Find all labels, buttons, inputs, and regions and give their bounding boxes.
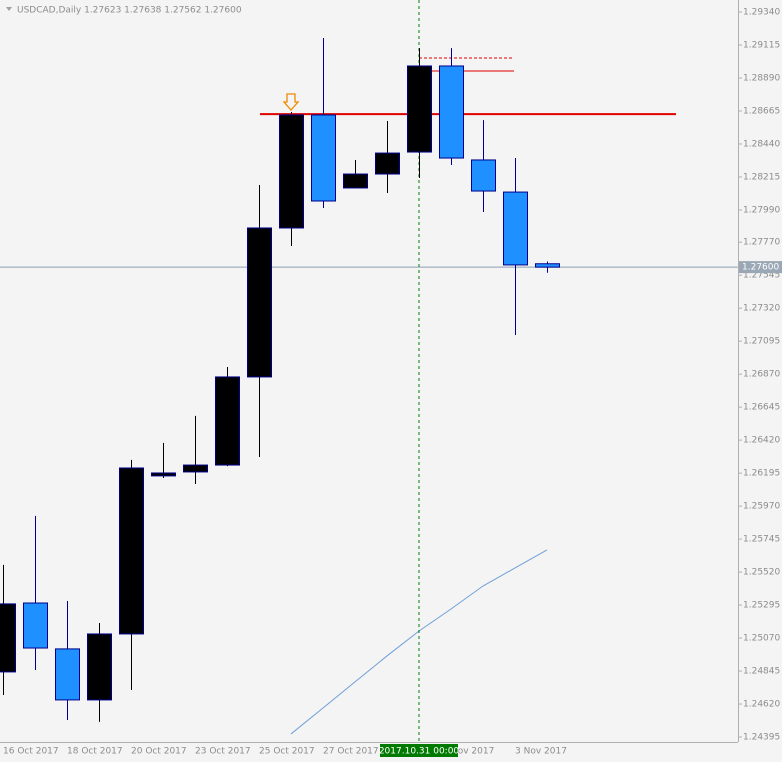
candle-body bbox=[503, 191, 528, 266]
x-tick-label: 27 Oct 2017 bbox=[323, 747, 379, 757]
arrow-marker bbox=[282, 93, 300, 111]
x-tick-label: Nov 2017 bbox=[451, 747, 494, 757]
candle-body bbox=[279, 114, 304, 229]
y-tick-label: 1.28440 bbox=[743, 139, 780, 149]
y-tick-label: 1.26420 bbox=[743, 436, 780, 446]
candle-body bbox=[119, 467, 144, 635]
y-tick-label: 1.28665 bbox=[743, 106, 780, 116]
candle-body bbox=[87, 633, 112, 701]
y-tick-label: 1.27320 bbox=[743, 304, 780, 314]
y-tick-label: 1.27545 bbox=[743, 271, 780, 281]
candle-body bbox=[343, 173, 368, 189]
crosshair-label: 2017.10.31 00:00 bbox=[379, 747, 460, 757]
y-tick-label: 1.28890 bbox=[743, 73, 780, 83]
plot-area bbox=[0, 0, 738, 742]
y-tick-label: 1.29340 bbox=[743, 8, 780, 18]
y-tick-label: 1.28215 bbox=[743, 172, 780, 182]
y-tick-label: 1.25520 bbox=[743, 568, 780, 578]
candle-body bbox=[183, 464, 208, 473]
candle-body bbox=[375, 152, 400, 175]
y-tick-label: 1.24620 bbox=[743, 700, 780, 710]
x-tick-label: 16 Oct 2017 bbox=[3, 747, 59, 757]
candle-body bbox=[23, 602, 48, 649]
chart-title: USDCAD,Daily 1.27623 1.27638 1.27562 1.2… bbox=[17, 6, 242, 16]
y-tick-label: 1.25295 bbox=[743, 601, 780, 611]
crosshair-label-box bbox=[380, 744, 458, 757]
y-tick-label: 1.24845 bbox=[743, 667, 780, 677]
candle-body bbox=[471, 159, 496, 192]
header-arrow bbox=[6, 7, 12, 11]
candle-body bbox=[0, 603, 16, 673]
x-tick-label: 3 Nov 2017 bbox=[515, 747, 567, 757]
y-tick-label: 1.25745 bbox=[743, 535, 780, 545]
candle-body bbox=[215, 376, 240, 466]
candle-body bbox=[151, 472, 176, 477]
candle-body bbox=[535, 263, 560, 268]
candle-body bbox=[55, 648, 80, 701]
y-tick-label: 1.27095 bbox=[743, 337, 780, 347]
bid-label: 1.27600 bbox=[742, 263, 779, 273]
y-tick-label: 1.26195 bbox=[743, 469, 780, 479]
y-tick-label: 1.24395 bbox=[743, 733, 780, 743]
candle-body bbox=[247, 227, 272, 378]
y-tick-label: 1.29115 bbox=[743, 41, 780, 51]
y-tick-label: 1.26645 bbox=[743, 403, 780, 413]
y-tick-label: 1.27770 bbox=[743, 238, 780, 248]
candle-body bbox=[439, 65, 464, 159]
bid-label-box bbox=[739, 261, 782, 274]
x-tick-label: 23 Oct 2017 bbox=[195, 747, 251, 757]
x-tick-label: 25 Oct 2017 bbox=[259, 747, 315, 757]
candle-body bbox=[311, 114, 336, 202]
candle-body bbox=[407, 65, 432, 153]
y-tick-label: 1.25970 bbox=[743, 502, 780, 512]
x-tick-label: 18 Oct 2017 bbox=[67, 747, 123, 757]
y-tick-label: 1.25070 bbox=[743, 634, 780, 644]
x-tick-label: 20 Oct 2017 bbox=[131, 747, 187, 757]
y-tick-label: 1.26870 bbox=[743, 370, 780, 380]
y-tick-label: 1.27990 bbox=[743, 205, 780, 215]
